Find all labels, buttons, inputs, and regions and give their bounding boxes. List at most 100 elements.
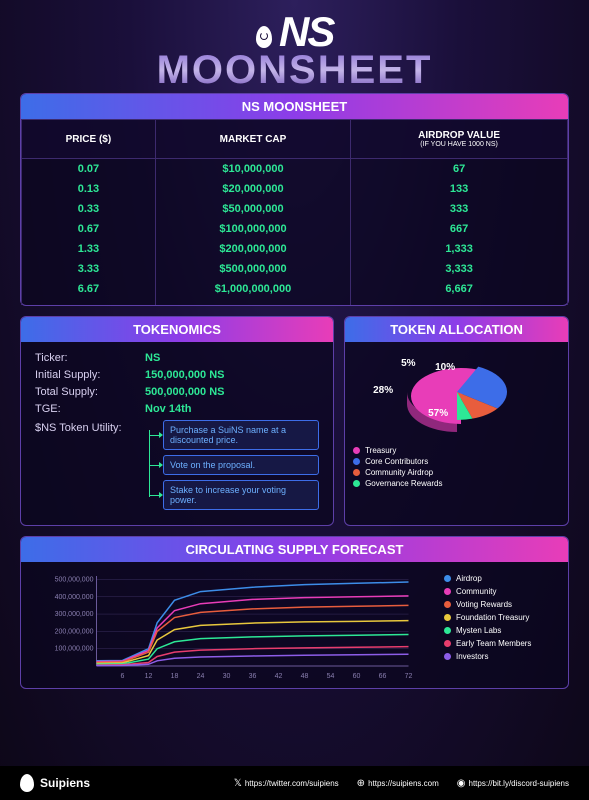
legend-item: Governance Rewards <box>353 479 560 488</box>
table-header: AIRDROP VALUE(IF YOU HAVE 1000 NS) <box>351 120 568 159</box>
discord-icon: ◉ <box>457 778 466 789</box>
forecast-chart: 100,000,000200,000,000300,000,000400,000… <box>35 570 434 680</box>
legend-dot <box>444 614 451 621</box>
table-cell: $200,000,000 <box>155 239 350 259</box>
table-row: 0.67$100,000,000667 <box>22 219 568 239</box>
svg-text:24: 24 <box>197 673 205 680</box>
footer-link-text: https://twitter.com/suipiens <box>245 779 339 788</box>
legend-label: Early Team Members <box>456 639 531 648</box>
table-row: 0.07$10,000,00067 <box>22 159 568 180</box>
svg-text:72: 72 <box>405 673 413 680</box>
table-cell: 6.67 <box>22 279 156 305</box>
tokenomics-header: TOKENOMICS <box>21 317 333 342</box>
legend-dot <box>444 588 451 595</box>
table-cell: 0.13 <box>22 179 156 199</box>
footer-link[interactable]: ◉ https://bit.ly/discord-suipiens <box>457 778 569 789</box>
table-cell: 1,333 <box>351 239 568 259</box>
legend-dot <box>444 601 451 608</box>
legend-dot <box>444 653 451 660</box>
footer-link-text: https://suipiens.com <box>368 779 439 788</box>
table-cell: $20,000,000 <box>155 179 350 199</box>
footer-link[interactable]: ⊕ https://suipiens.com <box>357 778 439 789</box>
tokenomics-row: TGE:Nov 14th <box>35 403 319 415</box>
forecast-header: CIRCULATING SUPPLY FORECAST <box>21 537 568 562</box>
pie-slice-label: 10% <box>435 362 455 373</box>
table-header: MARKET CAP <box>155 120 350 159</box>
drop-icon <box>20 774 34 792</box>
footer: Suipiens 𝕏 https://twitter.com/suipiens ⊕… <box>0 766 589 800</box>
table-cell: 0.67 <box>22 219 156 239</box>
x-icon: 𝕏 <box>234 778 242 789</box>
legend-item: Early Team Members <box>444 639 554 648</box>
tk-value: NS <box>145 352 160 364</box>
legend-label: Community <box>456 587 496 596</box>
legend-item: Community Airdrop <box>353 468 560 477</box>
legend-label: Foundation Treasury <box>456 613 529 622</box>
utility-box: Purchase a SuiNS name at a discounted pr… <box>163 420 319 450</box>
legend-label: Core Contributors <box>365 457 428 466</box>
legend-label: Mysten Labs <box>456 626 501 635</box>
tokenomics-row: Ticker:NS <box>35 352 319 364</box>
table-cell: 0.33 <box>22 199 156 219</box>
svg-text:66: 66 <box>379 673 387 680</box>
utility-label: $NS Token Utility: <box>35 420 145 515</box>
pie-slice-label: 5% <box>401 358 415 369</box>
allocation-header: TOKEN ALLOCATION <box>345 317 568 342</box>
globe-icon: ⊕ <box>357 778 365 789</box>
svg-text:12: 12 <box>145 673 153 680</box>
svg-text:30: 30 <box>223 673 231 680</box>
utility-box: Stake to increase your voting power. <box>163 480 319 510</box>
legend-item: Airdrop <box>444 574 554 583</box>
table-cell: $1,000,000,000 <box>155 279 350 305</box>
table-cell: 0.07 <box>22 159 156 180</box>
table-cell: 133 <box>351 179 568 199</box>
header-section: NS MOONSHEET <box>0 0 589 93</box>
table-cell: $10,000,000 <box>155 159 350 180</box>
footer-links: 𝕏 https://twitter.com/suipiens ⊕ https://… <box>234 778 569 789</box>
table-cell: 3,333 <box>351 259 568 279</box>
utility-box: Vote on the proposal. <box>163 455 319 475</box>
legend-label: Community Airdrop <box>365 468 433 477</box>
legend-dot <box>353 458 360 465</box>
tokenomics-row: Initial Supply:150,000,000 NS <box>35 369 319 381</box>
drop-icon <box>256 26 272 48</box>
table-row: 0.13$20,000,000133 <box>22 179 568 199</box>
tk-label: Total Supply: <box>35 386 145 398</box>
svg-text:60: 60 <box>353 673 361 680</box>
table-cell: 6,667 <box>351 279 568 305</box>
moonsheet-header: NS MOONSHEET <box>21 94 568 119</box>
footer-link[interactable]: 𝕏 https://twitter.com/suipiens <box>234 778 339 789</box>
svg-text:200,000,000: 200,000,000 <box>55 628 94 635</box>
svg-text:42: 42 <box>275 673 283 680</box>
table-cell: 667 <box>351 219 568 239</box>
legend-dot <box>353 447 360 454</box>
table-cell: 333 <box>351 199 568 219</box>
table-row: 6.67$1,000,000,0006,667 <box>22 279 568 305</box>
moonsheet-table: PRICE ($)MARKET CAPAIRDROP VALUE(IF YOU … <box>21 119 568 305</box>
legend-dot <box>353 480 360 487</box>
table-header: PRICE ($) <box>22 120 156 159</box>
legend-dot <box>444 575 451 582</box>
legend-dot <box>444 627 451 634</box>
pie-slice-label: 57% <box>428 408 448 419</box>
legend-label: Voting Rewards <box>456 600 512 609</box>
pie-chart: 57%28%5%10% <box>353 350 560 440</box>
legend-item: Treasury <box>353 446 560 455</box>
table-cell: 67 <box>351 159 568 180</box>
table-row: 0.33$50,000,000333 <box>22 199 568 219</box>
tk-label: Initial Supply: <box>35 369 145 381</box>
tk-value: 150,000,000 NS <box>145 369 225 381</box>
footer-link-text: https://bit.ly/discord-suipiens <box>469 779 570 788</box>
legend-item: Core Contributors <box>353 457 560 466</box>
svg-text:500,000,000: 500,000,000 <box>55 576 94 583</box>
legend-item: Voting Rewards <box>444 600 554 609</box>
footer-brand-text: Suipiens <box>40 776 90 790</box>
table-cell: $500,000,000 <box>155 259 350 279</box>
legend-item: Investors <box>444 652 554 661</box>
allocation-panel: TOKEN ALLOCATION 57%28%5%10% TreasuryCor… <box>344 316 569 526</box>
svg-text:54: 54 <box>327 673 335 680</box>
table-cell: $100,000,000 <box>155 219 350 239</box>
table-row: 1.33$200,000,0001,333 <box>22 239 568 259</box>
svg-text:300,000,000: 300,000,000 <box>55 611 94 618</box>
footer-brand: Suipiens <box>20 774 90 792</box>
